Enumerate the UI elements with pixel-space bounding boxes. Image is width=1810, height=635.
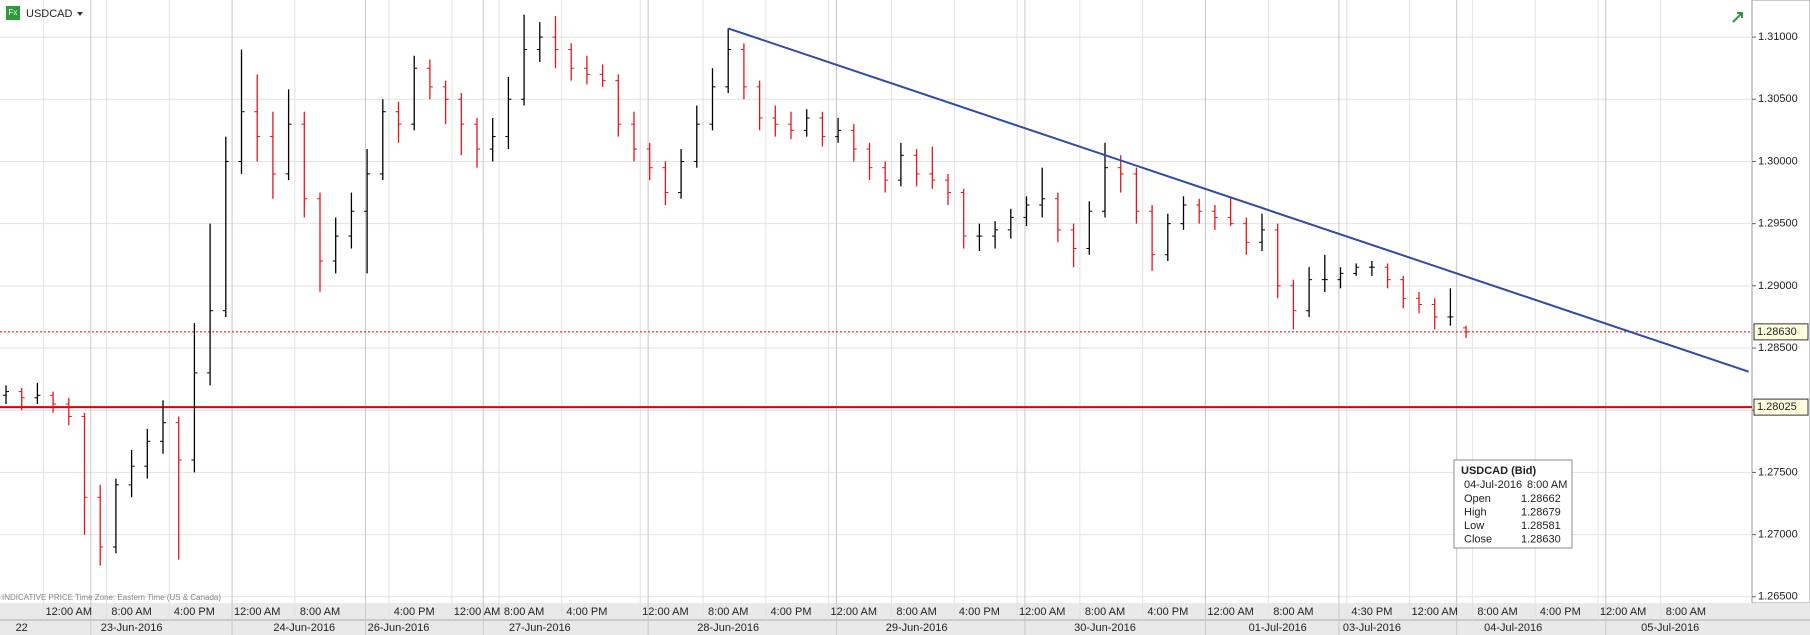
x-tick-label: 8:00 AM bbox=[896, 606, 936, 618]
info-box-frame bbox=[1453, 459, 1573, 549]
info-row-label: Low bbox=[1464, 520, 1484, 532]
date-label: 30-Jun-2016 bbox=[1074, 622, 1136, 634]
grid bbox=[0, 0, 1752, 635]
y-tick-label: 1.29500 bbox=[1758, 218, 1798, 230]
symbol[interactable]: USDCAD bbox=[26, 8, 73, 20]
x-tick-label: 4:00 PM bbox=[771, 606, 812, 618]
info-row-label: Close bbox=[1464, 533, 1492, 545]
x-tick-label: 4:00 PM bbox=[174, 606, 215, 618]
x-tick-label: 12:00 AM bbox=[46, 606, 92, 618]
date-label: 22 bbox=[16, 622, 28, 634]
date-label: 24-Jun-2016 bbox=[273, 622, 335, 634]
x-tick-label: 12:00 AM bbox=[454, 606, 500, 618]
info-date: 04-Jul-2016 bbox=[1464, 479, 1522, 491]
info-row-value: 1.28630 bbox=[1521, 533, 1561, 545]
marks bbox=[0, 14, 1752, 566]
x-tick-label: 4:30 PM bbox=[1351, 606, 1392, 618]
date-label: 04-Jul-2016 bbox=[1484, 622, 1542, 634]
dropdown-arrow[interactable] bbox=[77, 12, 83, 16]
info-row-value: 1.28581 bbox=[1521, 520, 1561, 532]
y-tick-label: 1.27000 bbox=[1758, 529, 1798, 541]
x-tick-label: 8:00 AM bbox=[1085, 606, 1125, 618]
x-tick-label: 12:00 AM bbox=[642, 606, 688, 618]
info-row-value: 1.28662 bbox=[1521, 493, 1561, 505]
autoscale-icon[interactable] bbox=[1732, 12, 1743, 23]
info-title: USDCAD (Bid) bbox=[1461, 465, 1536, 477]
info-row-value: 1.28679 bbox=[1521, 506, 1561, 518]
info-box: USDCAD (Bid) 04-Jul-2016 8:00 AM Open 1.2… bbox=[1453, 459, 1573, 549]
y-tick-label: 1.28500 bbox=[1758, 342, 1798, 354]
y-tick-label: 1.31000 bbox=[1758, 31, 1798, 43]
date-label: 05-Jul-2016 bbox=[1641, 622, 1699, 634]
info-row-label: High bbox=[1464, 506, 1487, 518]
x-tick-label: 8:00 AM bbox=[1273, 606, 1313, 618]
price-line-label: 1.28025 bbox=[1757, 401, 1797, 413]
y-tick-label: 1.27500 bbox=[1758, 466, 1798, 478]
x-tick-label: 8:00 AM bbox=[504, 606, 544, 618]
price-line-label-box bbox=[1753, 398, 1809, 416]
axis: 1.265001.270001.275001.280001.285001.290… bbox=[16, 31, 1809, 634]
date-label: 27-Jun-2016 bbox=[509, 622, 571, 634]
x-tick-label: 12:00 AM bbox=[1207, 606, 1253, 618]
x-tick-label: 8:00 AM bbox=[111, 606, 151, 618]
price-line-label: 1.28630 bbox=[1757, 326, 1797, 338]
date-label: 29-Jun-2016 bbox=[886, 622, 948, 634]
date-label: 03-Jul-2016 bbox=[1343, 622, 1401, 634]
fx-icon-text: Fx bbox=[9, 8, 18, 17]
x-tick-label: 4:00 PM bbox=[1540, 606, 1581, 618]
x-tick-label: 12:00 AM bbox=[831, 606, 877, 618]
y-tick-label: 1.29000 bbox=[1758, 280, 1798, 292]
info-time: 8:00 AM bbox=[1527, 479, 1567, 491]
date-label: 23-Jun-2016 bbox=[101, 622, 163, 634]
x-tick-label: 8:00 AM bbox=[300, 606, 340, 618]
x-tick-label: 12:00 AM bbox=[1019, 606, 1065, 618]
y-tick-label: 1.30500 bbox=[1758, 93, 1798, 105]
x-axis-panel bbox=[0, 603, 1810, 635]
x-tick-label: 4:00 PM bbox=[959, 606, 1000, 618]
y-tick-label: 1.26500 bbox=[1758, 591, 1798, 603]
x-tick-label: 4:00 PM bbox=[566, 606, 607, 618]
price-line-label-box bbox=[1753, 323, 1809, 341]
x-tick-label: 4:00 PM bbox=[1147, 606, 1188, 618]
fx-icon[interactable] bbox=[6, 6, 20, 20]
x-tick-label: 8:00 AM bbox=[708, 606, 748, 618]
x-tick-label: 4:00 PM bbox=[394, 606, 435, 618]
x-tick-label: 8:00 AM bbox=[1666, 606, 1706, 618]
footnote: INDICATIVE PRICE Time Zone: Eastern Time… bbox=[2, 593, 221, 602]
date-label: 01-Jul-2016 bbox=[1249, 622, 1307, 634]
trendline bbox=[727, 27, 1750, 373]
x-tick-label: 8:00 AM bbox=[1477, 606, 1517, 618]
date-label: 26-Jun-2016 bbox=[368, 622, 430, 634]
info-row-label: Open bbox=[1464, 493, 1491, 505]
date-label: 28-Jun-2016 bbox=[697, 622, 759, 634]
x-tick-label: 12:00 AM bbox=[1600, 606, 1646, 618]
x-tick-label: 12:00 AM bbox=[1411, 606, 1457, 618]
y-axis-panel bbox=[1751, 0, 1810, 604]
x-tick-label: 12:00 AM bbox=[234, 606, 280, 618]
y-tick-label: 1.30000 bbox=[1758, 155, 1798, 167]
